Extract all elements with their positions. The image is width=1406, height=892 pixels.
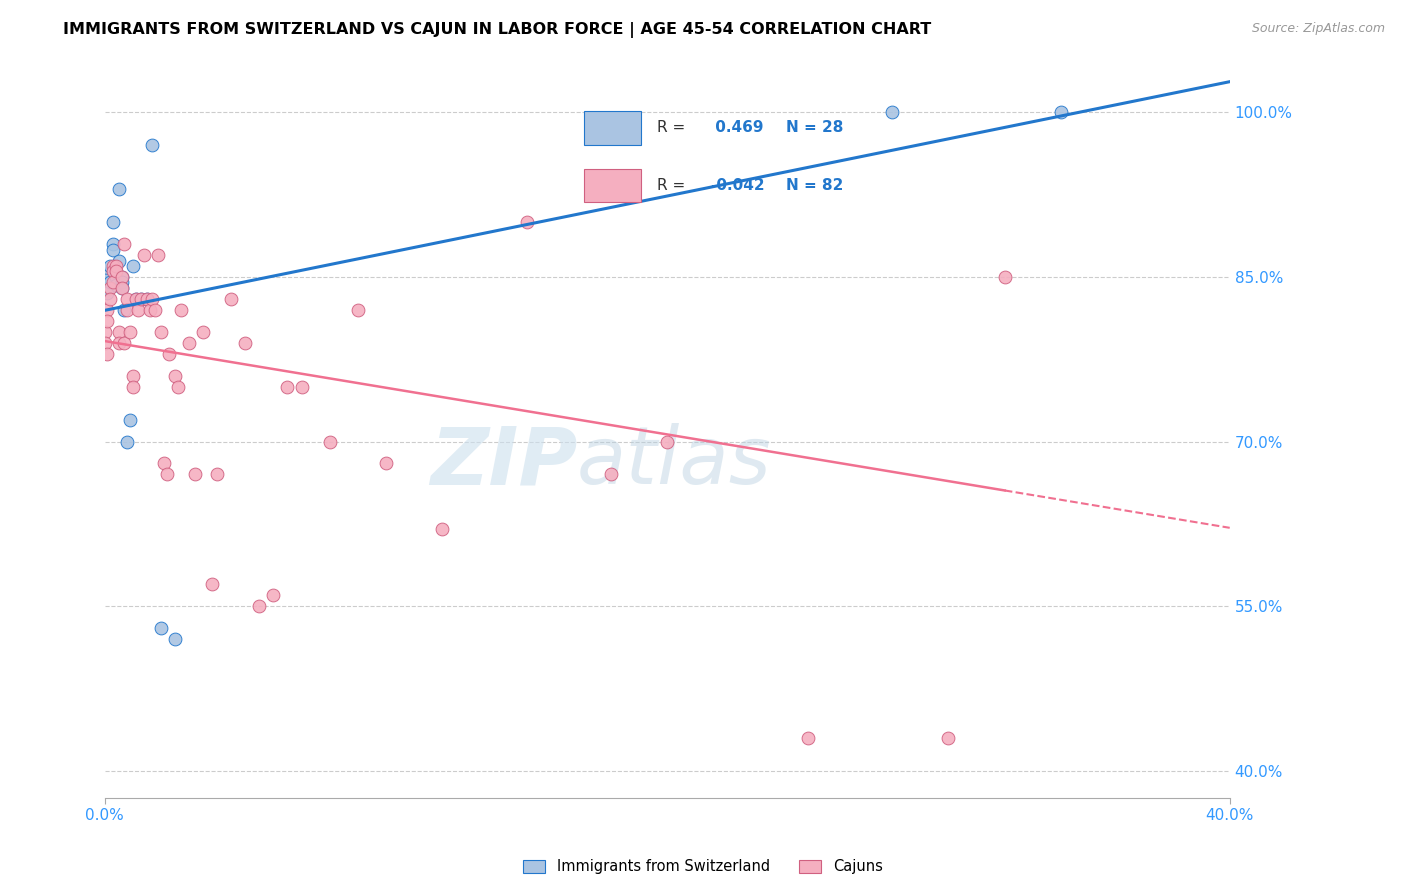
Point: [93, 325, 115, 339]
Point: [115, 434, 138, 449]
Point: [101, 243, 124, 257]
Point: [110, 269, 132, 284]
Text: IMMIGRANTS FROM SWITZERLAND VS CAJUN IN LABOR FORCE | AGE 45-54 CORRELATION CHAR: IMMIGRANTS FROM SWITZERLAND VS CAJUN IN …: [63, 22, 932, 38]
Point: [141, 138, 163, 153]
Point: [516, 215, 538, 229]
Point: [110, 281, 132, 295]
Point: [129, 292, 152, 306]
Point: [98, 259, 121, 273]
Point: [191, 325, 214, 339]
Point: [112, 335, 135, 350]
Point: [432, 522, 454, 536]
Point: [129, 292, 152, 306]
Point: [882, 105, 904, 120]
Point: [104, 277, 127, 292]
Point: [96, 302, 118, 317]
Point: [346, 302, 368, 317]
Point: [166, 379, 188, 393]
Point: [115, 292, 138, 306]
Point: [93, 335, 115, 350]
Point: [107, 253, 129, 268]
Point: [110, 276, 132, 290]
Point: [155, 467, 177, 482]
Point: [143, 302, 166, 317]
Legend: Immigrants from Switzerland, Cajuns: Immigrants from Switzerland, Cajuns: [517, 854, 889, 880]
Point: [107, 325, 129, 339]
Point: [112, 237, 135, 252]
Point: [183, 467, 205, 482]
Point: [177, 335, 200, 350]
Point: [104, 264, 127, 278]
Point: [163, 368, 186, 383]
Point: [157, 347, 180, 361]
Point: [247, 599, 270, 613]
Text: Source: ZipAtlas.com: Source: ZipAtlas.com: [1251, 22, 1385, 36]
Point: [121, 259, 143, 273]
Point: [96, 286, 118, 301]
Point: [994, 269, 1017, 284]
Point: [233, 335, 256, 350]
Point: [101, 215, 124, 229]
Point: [112, 302, 135, 317]
Point: [107, 335, 129, 350]
Point: [115, 302, 138, 317]
Point: [600, 467, 623, 482]
Point: [135, 292, 157, 306]
Point: [318, 434, 340, 449]
Point: [101, 237, 124, 252]
Point: [276, 379, 298, 393]
Point: [124, 292, 146, 306]
Point: [127, 302, 149, 317]
Point: [93, 267, 115, 281]
Point: [205, 467, 228, 482]
Point: [657, 434, 679, 449]
Point: [93, 273, 115, 287]
Text: ZIP: ZIP: [430, 424, 578, 501]
Point: [138, 302, 160, 317]
Point: [96, 347, 118, 361]
Point: [163, 632, 186, 646]
Point: [132, 248, 155, 262]
Point: [101, 276, 124, 290]
Point: [118, 325, 141, 339]
Point: [135, 292, 157, 306]
Point: [121, 368, 143, 383]
Point: [200, 577, 222, 591]
Point: [101, 264, 124, 278]
Point: [98, 281, 121, 295]
Point: [104, 269, 127, 284]
Point: [797, 731, 820, 745]
Point: [107, 182, 129, 196]
Point: [110, 269, 132, 284]
Point: [219, 292, 242, 306]
Point: [98, 292, 121, 306]
Point: [374, 457, 396, 471]
Text: atlas: atlas: [578, 424, 772, 501]
Point: [149, 325, 172, 339]
Point: [101, 259, 124, 273]
Point: [104, 259, 127, 273]
Point: [262, 588, 284, 602]
Point: [141, 292, 163, 306]
Point: [118, 412, 141, 426]
Point: [1050, 105, 1073, 120]
Point: [290, 379, 312, 393]
Point: [124, 292, 146, 306]
Point: [121, 379, 143, 393]
Point: [169, 302, 191, 317]
Point: [146, 248, 169, 262]
Point: [96, 281, 118, 295]
Point: [110, 281, 132, 295]
Point: [98, 276, 121, 290]
Point: [149, 621, 172, 635]
Point: [96, 314, 118, 328]
Point: [152, 457, 174, 471]
Point: [938, 731, 960, 745]
